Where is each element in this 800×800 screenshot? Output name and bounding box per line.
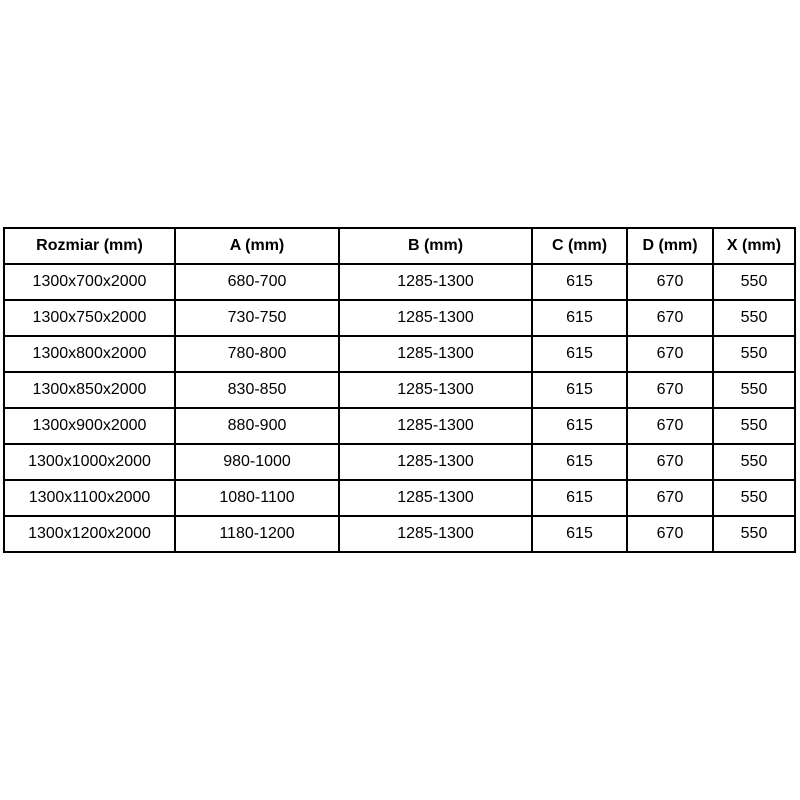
table-cell: 615 xyxy=(531,479,628,517)
table-cell: 670 xyxy=(626,371,714,409)
table-cell: 1080-1100 xyxy=(174,479,340,517)
table-cell: 1300x800x2000 xyxy=(3,335,176,373)
table-body: 1300x700x2000 680-700 1285-1300 615 670 550 13… xyxy=(3,263,796,553)
column-header: A (mm) xyxy=(174,227,340,265)
table-row: 1300x850x2000 830-850 1285-1300 615 670 550 xyxy=(3,371,796,409)
table-cell: 550 xyxy=(712,299,796,337)
table-cell: 880-900 xyxy=(174,407,340,445)
table-cell: 1285-1300 xyxy=(338,479,533,517)
table-cell: 980-1000 xyxy=(174,443,340,481)
table-row: 1300x1000x2000 980-1000 1285-1300 615 670 550 xyxy=(3,443,796,481)
table-cell: 1300x850x2000 xyxy=(3,371,176,409)
table-cell: 1285-1300 xyxy=(338,335,533,373)
table-cell: 780-800 xyxy=(174,335,340,373)
table-row: 1300x1100x2000 1080-1100 1285-1300 615 670 55… xyxy=(3,479,796,517)
column-header: Rozmiar (mm) xyxy=(3,227,176,265)
table-row: 1300x900x2000 880-900 1285-1300 615 670 550 xyxy=(3,407,796,445)
table-cell: 680-700 xyxy=(174,263,340,301)
table-cell: 1285-1300 xyxy=(338,407,533,445)
table-cell: 1300x900x2000 xyxy=(3,407,176,445)
table-cell: 670 xyxy=(626,335,714,373)
table-cell: 615 xyxy=(531,515,628,553)
table-cell: 615 xyxy=(531,263,628,301)
table-cell: 550 xyxy=(712,443,796,481)
dimensions-table: Rozmiar (mm) A (mm) B (mm) C (mm) D (mm) X (m… xyxy=(3,227,796,553)
table-row: 1300x700x2000 680-700 1285-1300 615 670 550 xyxy=(3,263,796,301)
table-cell: 670 xyxy=(626,299,714,337)
table-cell: 670 xyxy=(626,515,714,553)
table-row: 1300x800x2000 780-800 1285-1300 615 670 550 xyxy=(3,335,796,373)
column-header: D (mm) xyxy=(626,227,714,265)
dimensions-table-container: Rozmiar (mm) A (mm) B (mm) C (mm) D (mm) X (m… xyxy=(3,227,796,553)
table-cell: 1285-1300 xyxy=(338,299,533,337)
table-cell: 670 xyxy=(626,479,714,517)
table-cell: 830-850 xyxy=(174,371,340,409)
table-cell: 550 xyxy=(712,515,796,553)
header-row: Rozmiar (mm) A (mm) B (mm) C (mm) D (mm) X (m… xyxy=(3,227,796,265)
table-cell: 670 xyxy=(626,443,714,481)
table-cell: 550 xyxy=(712,263,796,301)
table-cell: 1300x1000x2000 xyxy=(3,443,176,481)
table-cell: 550 xyxy=(712,335,796,373)
table-cell: 550 xyxy=(712,479,796,517)
table-cell: 1285-1300 xyxy=(338,263,533,301)
table-cell: 615 xyxy=(531,299,628,337)
table-cell: 1285-1300 xyxy=(338,515,533,553)
table-cell: 730-750 xyxy=(174,299,340,337)
table-cell: 1300x1100x2000 xyxy=(3,479,176,517)
table-header: Rozmiar (mm) A (mm) B (mm) C (mm) D (mm) X (m… xyxy=(3,227,796,265)
table-cell: 670 xyxy=(626,407,714,445)
table-cell: 550 xyxy=(712,407,796,445)
column-header: X (mm) xyxy=(712,227,796,265)
table-cell: 1285-1300 xyxy=(338,371,533,409)
column-header: B (mm) xyxy=(338,227,533,265)
table-cell: 615 xyxy=(531,371,628,409)
column-header: C (mm) xyxy=(531,227,628,265)
table-cell: 1300x700x2000 xyxy=(3,263,176,301)
table-row: 1300x1200x2000 1180-1200 1285-1300 615 670 55… xyxy=(3,515,796,553)
table-cell: 670 xyxy=(626,263,714,301)
table-cell: 1180-1200 xyxy=(174,515,340,553)
table-cell: 1300x750x2000 xyxy=(3,299,176,337)
table-cell: 550 xyxy=(712,371,796,409)
table-cell: 615 xyxy=(531,443,628,481)
table-cell: 615 xyxy=(531,335,628,373)
table-cell: 615 xyxy=(531,407,628,445)
table-row: 1300x750x2000 730-750 1285-1300 615 670 550 xyxy=(3,299,796,337)
table-cell: 1300x1200x2000 xyxy=(3,515,176,553)
table-cell: 1285-1300 xyxy=(338,443,533,481)
